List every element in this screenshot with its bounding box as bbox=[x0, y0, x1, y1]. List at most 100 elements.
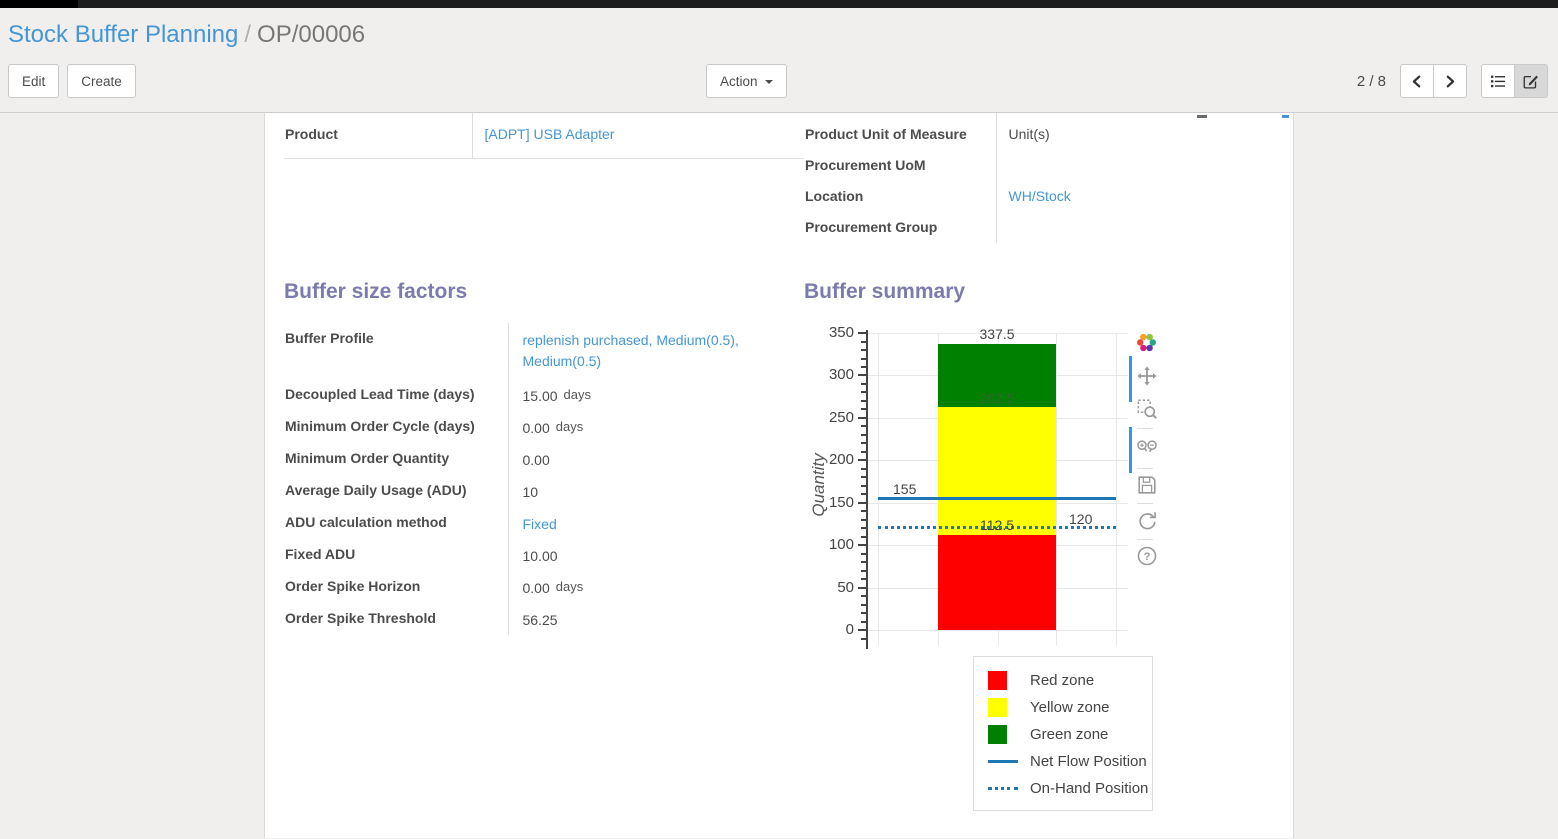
gridline bbox=[1116, 333, 1117, 646]
buffer-factors-group: Buffer Profile replenish purchased, Medi… bbox=[284, 323, 804, 635]
legend-item-on-hand-position[interactable]: On-Hand Position bbox=[988, 775, 1152, 802]
legend-label: Green zone bbox=[1030, 726, 1109, 743]
form-view-icon bbox=[1523, 75, 1538, 89]
buffer-profile-label: Buffer Profile bbox=[284, 323, 509, 379]
clipped-text-fragment bbox=[1196, 115, 1207, 118]
breadcrumb-current: OP/00006 bbox=[257, 21, 366, 48]
axis-tick bbox=[861, 578, 867, 581]
procurement-uom-label: Procurement UoM bbox=[804, 150, 997, 181]
legend-item-net-flow-position[interactable]: Net Flow Position bbox=[988, 748, 1152, 775]
clipped-row-fragment bbox=[804, 113, 1289, 119]
square-swatch-icon bbox=[988, 671, 1007, 690]
red-zone-bar bbox=[938, 534, 1056, 630]
axis-tick bbox=[861, 340, 867, 343]
zoom-in-out-icon[interactable] bbox=[1135, 436, 1158, 459]
axis-tick bbox=[861, 476, 867, 479]
top-menubar bbox=[0, 0, 1558, 8]
axis-tick bbox=[861, 425, 867, 428]
save-icon[interactable] bbox=[1135, 474, 1158, 497]
days-suffix: days bbox=[555, 579, 584, 594]
axis-tick bbox=[861, 365, 867, 368]
uom-group: Product Unit of Measure Unit(s) Procurem… bbox=[804, 113, 1289, 243]
reset-axes-icon[interactable] bbox=[1135, 509, 1158, 532]
axis-tick bbox=[861, 595, 867, 598]
form-view-button[interactable] bbox=[1514, 64, 1548, 98]
square-swatch-icon bbox=[988, 725, 1007, 744]
legend-swatch bbox=[988, 787, 1022, 790]
modebar-active-bar bbox=[1129, 427, 1132, 473]
product-uom-value: Unit(s) bbox=[1008, 126, 1050, 142]
plotly-logo[interactable] bbox=[1135, 331, 1158, 354]
axis-tick bbox=[861, 484, 867, 487]
y-tick-label: 250 bbox=[828, 408, 854, 426]
buffer-summary-chart: Quantity 0 50 100 150 200 250 300 350 337.5 262.5… bbox=[804, 323, 1274, 813]
buffer-profile-value-link[interactable]: replenish purchased, Medium(0.5), Medium… bbox=[522, 332, 739, 369]
action-dropdown-button[interactable]: Action bbox=[706, 64, 787, 98]
adu-method-value-link[interactable]: Fixed bbox=[522, 516, 557, 532]
axis-tick bbox=[861, 620, 867, 623]
help-icon[interactable]: ? bbox=[1135, 545, 1158, 568]
buffer-size-factors-heading: Buffer size factors bbox=[284, 280, 468, 303]
breadcrumb-parent-link[interactable]: Stock Buffer Planning bbox=[8, 21, 239, 48]
form-sheet: Product [ADPT] USB Adapter Prod bbox=[264, 113, 1294, 838]
fixed-adu-label: Fixed ADU bbox=[284, 539, 509, 571]
pager-counter: 2 / 8 bbox=[1356, 72, 1386, 90]
top-menubar-segment bbox=[0, 0, 78, 8]
product-section: Product [ADPT] USB Adapter Prod bbox=[284, 113, 1289, 243]
chart-plot-area: Quantity 0 50 100 150 200 250 300 350 337.5 262.5… bbox=[804, 323, 1169, 655]
legend-swatch bbox=[988, 671, 1022, 690]
legend-item-red-zone[interactable]: Red zone bbox=[988, 667, 1152, 694]
breadcrumb-separator: / bbox=[244, 21, 252, 48]
box-zoom-icon[interactable] bbox=[1135, 398, 1158, 421]
procurement-uom-value bbox=[996, 150, 1274, 181]
gridline bbox=[878, 333, 879, 646]
legend-label: On-Hand Position bbox=[1030, 780, 1149, 797]
order-spike-horizon-value: 0.00 bbox=[522, 580, 550, 596]
product-value-link[interactable]: [ADPT] USB Adapter bbox=[484, 126, 615, 142]
modebar-separator bbox=[1137, 503, 1153, 504]
chart-annotation: 112.5 bbox=[980, 517, 1014, 533]
gridline bbox=[866, 630, 1128, 631]
axis-tick bbox=[861, 357, 867, 360]
y-tick-label: 0 bbox=[845, 621, 854, 638]
order-spike-horizon-label: Order Spike Horizon bbox=[284, 571, 509, 603]
y-tick-label: 300 bbox=[828, 366, 854, 384]
chart-annotation: 262.5 bbox=[979, 389, 1015, 406]
modebar-separator bbox=[1137, 468, 1153, 469]
next-page-button[interactable] bbox=[1433, 64, 1467, 98]
gridline bbox=[866, 333, 1128, 334]
y-tick-label: 350 bbox=[828, 324, 854, 341]
axis-tick bbox=[861, 493, 867, 496]
axis-tick bbox=[861, 561, 867, 564]
axis-tick bbox=[861, 569, 867, 572]
axis-tick bbox=[861, 535, 867, 538]
axis-tick bbox=[861, 433, 867, 436]
location-value-link[interactable]: WH/Stock bbox=[1008, 188, 1071, 204]
chart-annotation: 155 bbox=[893, 481, 917, 497]
axis-tick bbox=[861, 612, 867, 614]
y-axis-title: Quantity bbox=[809, 453, 828, 517]
axis-tick bbox=[858, 586, 867, 589]
list-view-button[interactable] bbox=[1481, 64, 1515, 98]
modebar-separator bbox=[1137, 428, 1153, 429]
legend-swatch bbox=[988, 698, 1022, 717]
prev-page-button[interactable] bbox=[1400, 64, 1434, 98]
edit-button[interactable]: Edit bbox=[8, 64, 60, 98]
green-zone-bar bbox=[938, 343, 1056, 408]
axis-tick bbox=[858, 416, 867, 419]
control-panel: Stock Buffer Planning / OP/00006 Edit Crea… bbox=[0, 8, 1558, 113]
legend-item-yellow-zone[interactable]: Yellow zone bbox=[988, 694, 1152, 721]
axis-tick bbox=[861, 442, 867, 445]
axis-tick bbox=[861, 510, 867, 513]
yellow-zone-bar bbox=[938, 407, 1056, 535]
create-button[interactable]: Create bbox=[67, 64, 136, 98]
axis-tick bbox=[858, 501, 867, 504]
pan-icon[interactable] bbox=[1135, 365, 1158, 388]
axis-tick bbox=[861, 382, 867, 385]
axis-tick bbox=[858, 332, 867, 334]
legend-swatch bbox=[988, 725, 1022, 744]
min-order-cycle-label: Minimum Order Cycle (days) bbox=[284, 411, 509, 443]
legend-item-green-zone[interactable]: Green zone bbox=[988, 721, 1152, 748]
axis-tick bbox=[858, 629, 867, 631]
square-swatch-icon bbox=[988, 698, 1007, 717]
